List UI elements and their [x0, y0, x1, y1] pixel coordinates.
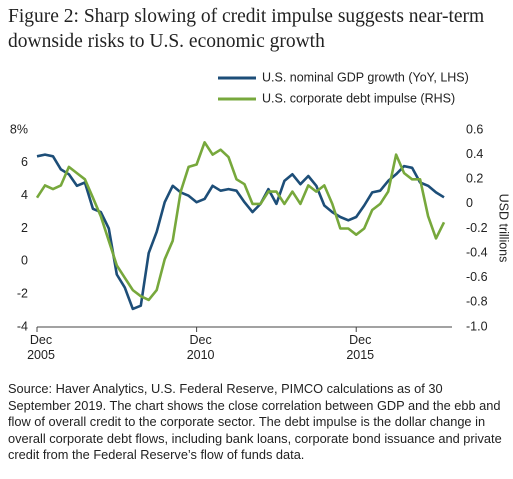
y-tick-label: 0 — [21, 254, 28, 268]
y-tick-label: 8% — [10, 122, 28, 136]
y-tick-label: 6 — [21, 155, 28, 169]
y2-tick-label: 0 — [466, 196, 473, 210]
x-tick-label: Dec 2015 — [346, 333, 375, 362]
legend-label: U.S. nominal GDP growth (YoY, LHS) — [262, 70, 469, 84]
y-tick-label: 4 — [21, 188, 28, 202]
y2-axis-label: USD trillions — [497, 194, 511, 263]
legend-label: U.S. corporate debt impulse (RHS) — [262, 91, 455, 105]
y2-tick-label: -0.2 — [466, 221, 488, 235]
series-line — [35, 141, 446, 302]
y2-tick-label: -1.0 — [466, 319, 488, 333]
chart-title: Figure 2: Sharp slowing of credit impuls… — [8, 6, 485, 52]
y2-tick-label: 0.4 — [466, 147, 483, 161]
y-tick-label: -2 — [17, 286, 28, 300]
x-tick-label: Dec 2010 — [186, 333, 215, 362]
source-note: Source: Haver Analytics, U.S. Federal Re… — [8, 381, 502, 462]
y2-tick-label: -0.4 — [466, 245, 488, 259]
y2-tick-label: 0.6 — [466, 122, 483, 136]
chart: USD trillions 8% 6 4 2 0 -2 -4 0.6 0.4 0.2 0 -0.2 -0… — [10, 70, 511, 333]
y-tick-label: 2 — [21, 221, 28, 235]
y-tick-label: -4 — [17, 319, 28, 333]
x-tick-label: Dec 2005 — [27, 333, 55, 362]
y2-tick-label: -0.6 — [466, 270, 488, 284]
series-line — [36, 153, 445, 311]
y2-tick-label: -0.8 — [466, 295, 488, 309]
y2-tick-label: 0.2 — [466, 172, 483, 186]
